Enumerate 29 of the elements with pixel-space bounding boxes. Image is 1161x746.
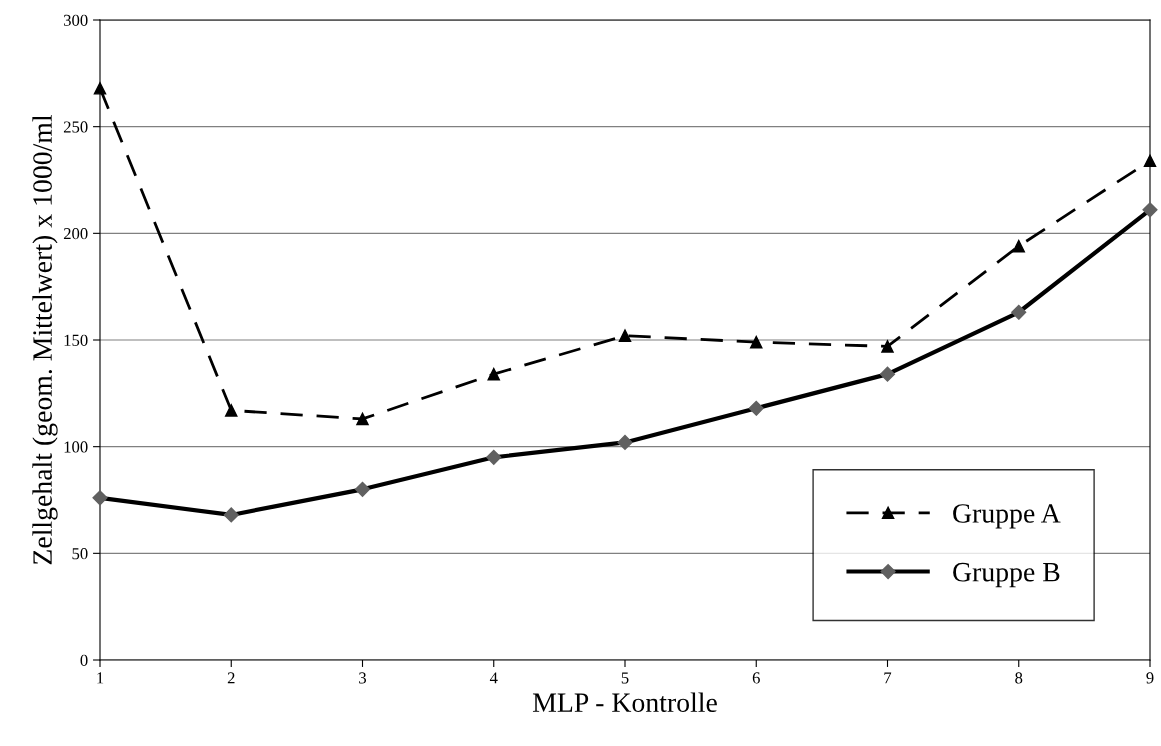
point [487,367,501,381]
y-tick-label: 300 [63,14,88,26]
y-tick-label: 250 [63,121,88,133]
x-axis-title: MLP - Kontrolle [532,692,717,713]
point [618,329,632,342]
legend-label: Gruppe A [953,504,1061,529]
x-tick-label: 9 [1146,672,1154,684]
x-tick-label: 6 [752,672,760,684]
point [881,340,894,353]
y-axis-title: Zellgehalt (geom. Mittelwert) x 1000/ml [32,114,58,565]
x-tick-label: 5 [621,672,629,684]
x-tick-label: 7 [884,672,892,684]
y-tick-label: 100 [64,441,88,453]
legend-label: Gruppe B [953,562,1060,588]
x-tick-label: 2 [227,672,235,684]
point [93,82,107,95]
y-tick-label: 200 [63,228,88,240]
point [1012,239,1026,253]
y-tick-label: 0 [80,654,88,666]
x-tick-label: 1 [97,672,104,684]
x-tick-label: 3 [359,672,367,684]
point [224,404,238,417]
x-tick-label: 8 [1015,672,1023,684]
x-tick-label: 4 [489,672,498,684]
point [356,412,369,426]
y-tick-label: 50 [72,548,88,560]
point [749,335,763,349]
y-tick-label: 150 [64,334,88,346]
point [1143,154,1157,168]
